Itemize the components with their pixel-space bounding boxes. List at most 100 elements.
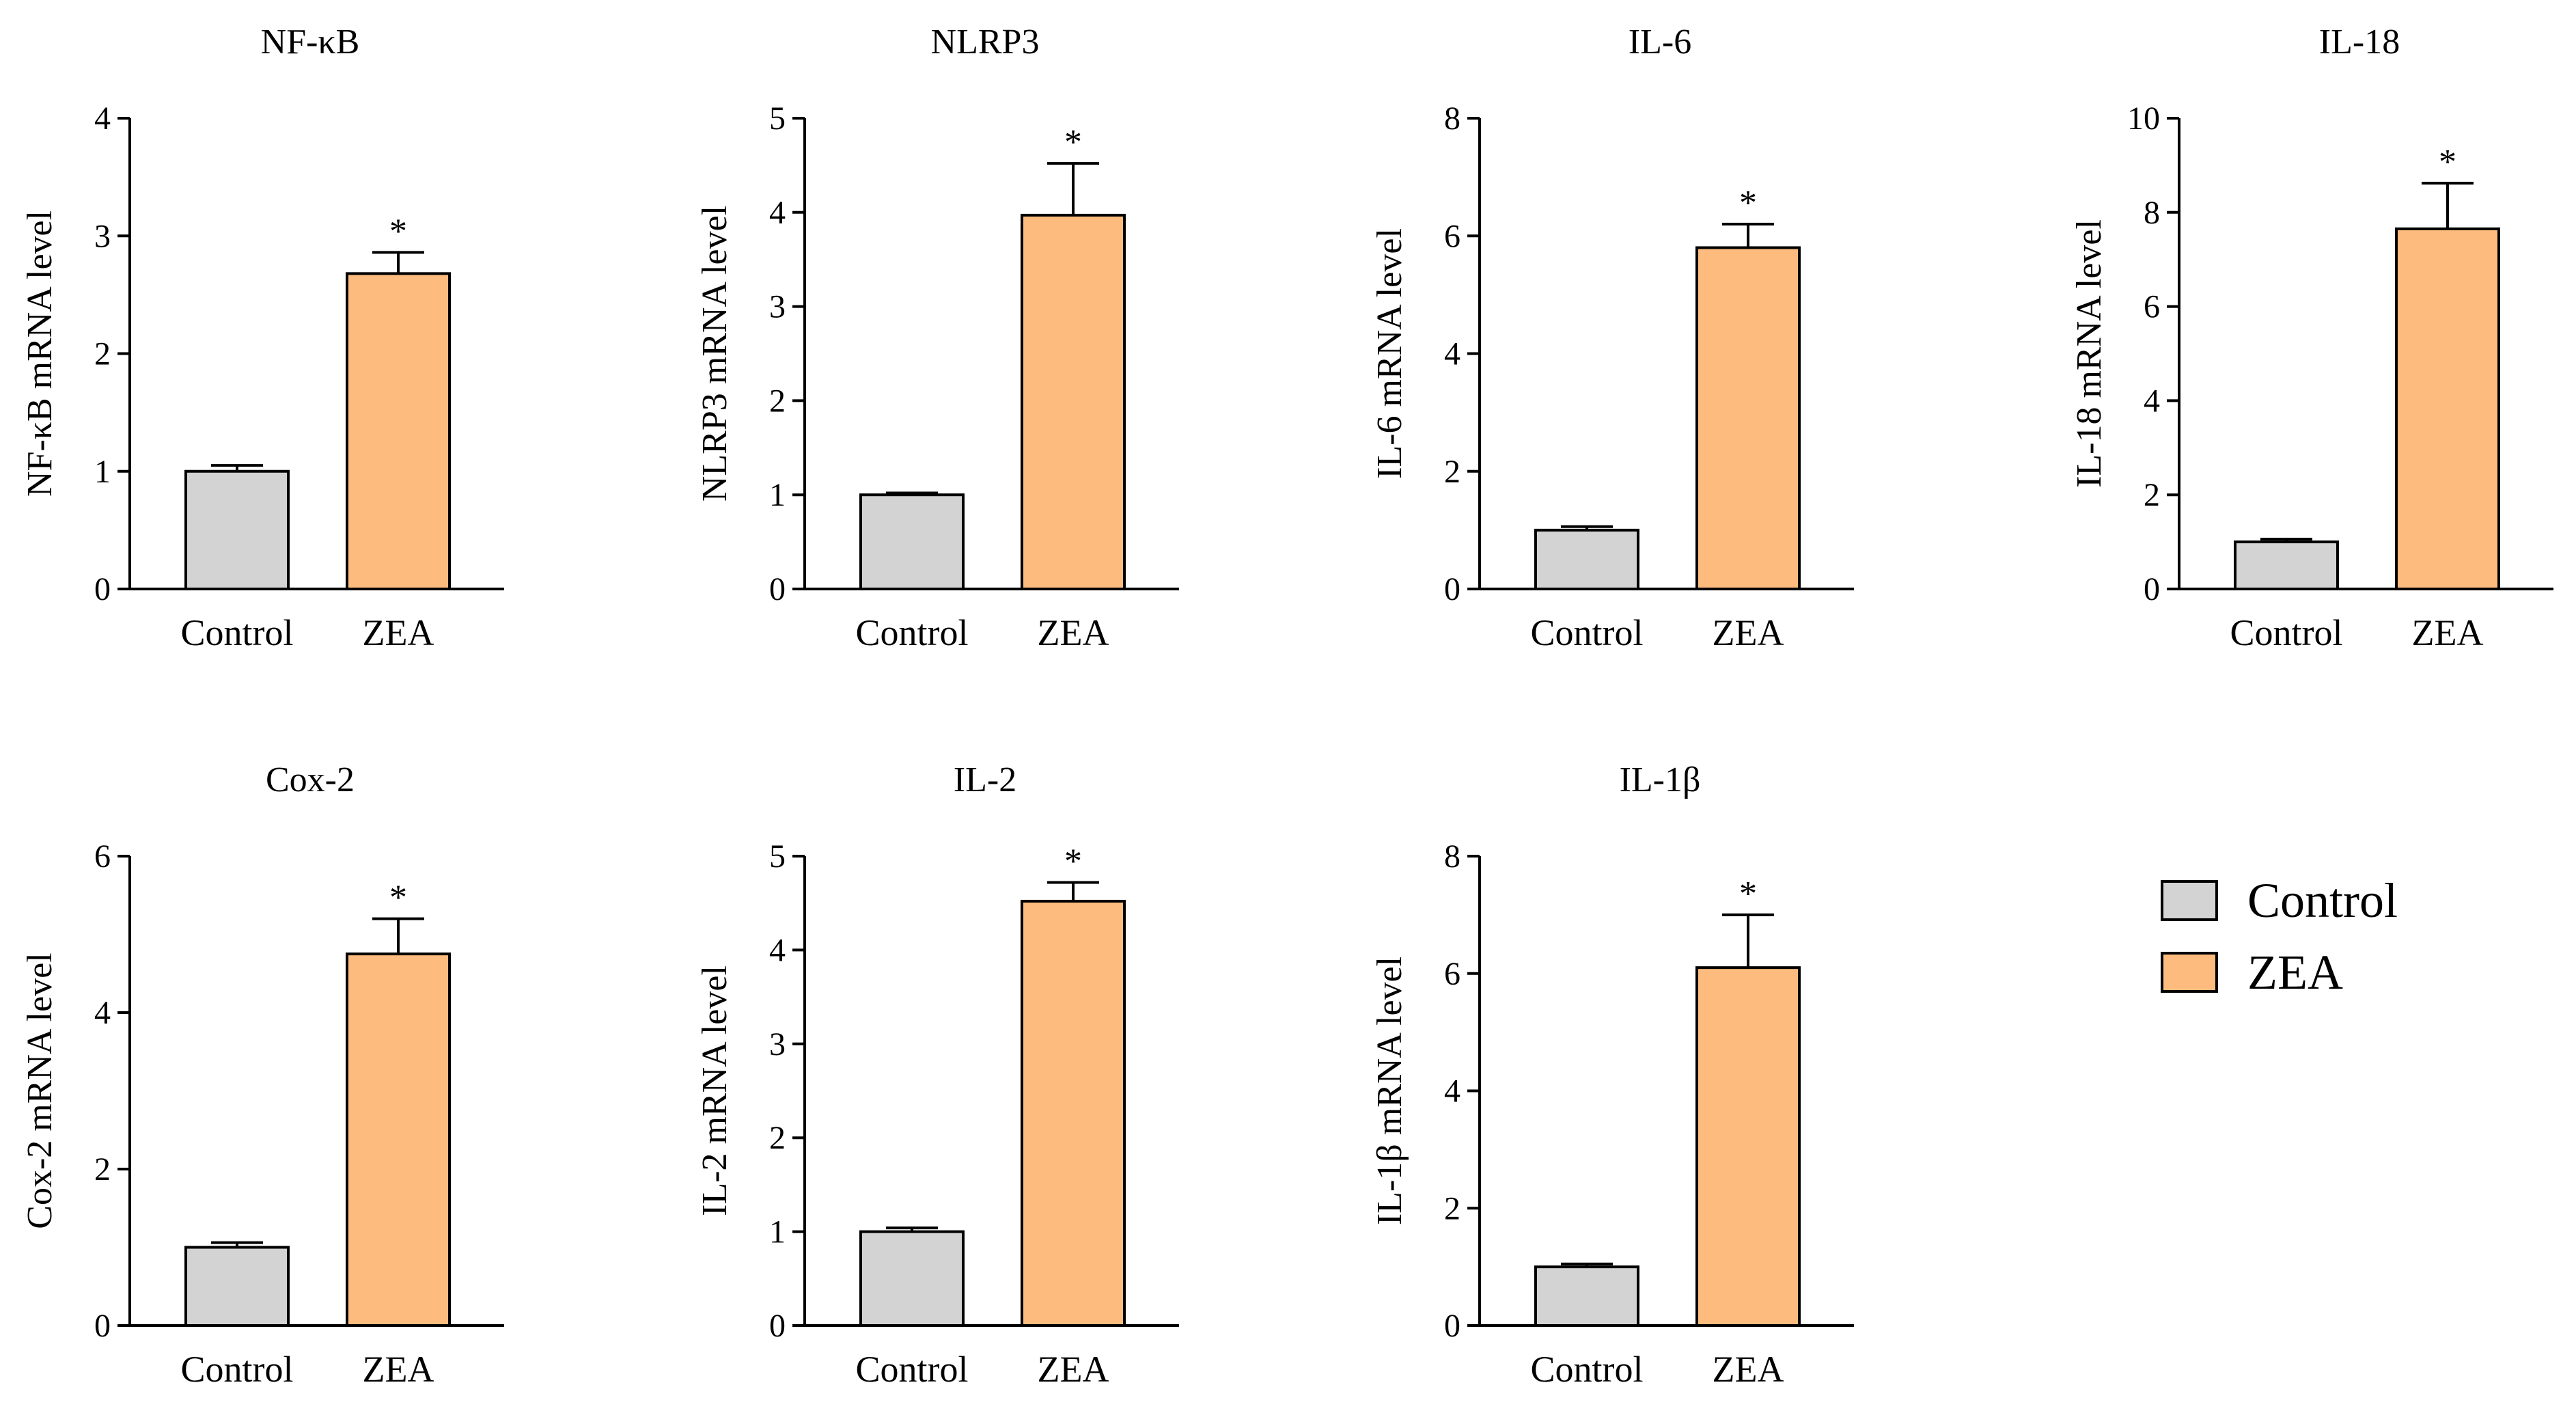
significance-marker: *: [389, 879, 407, 918]
y-tick-label: 0: [94, 571, 111, 607]
chart-title: IL-2: [954, 760, 1016, 799]
y-tick-label: 4: [769, 195, 786, 231]
chart-panel-6: IL-1β 0 2 4 6 8 IL-1β mRNA level Control * ZEA: [1370, 760, 1854, 1390]
chart-panel-1: NLRP3 0 1 2 3 4 5 NLRP3 mRNA level Control * ZEA: [695, 23, 1179, 653]
significance-marker: *: [1064, 123, 1082, 162]
x-category-label: Control: [855, 612, 968, 653]
chart-panel-0: NF-κB 0 1 2 3 4 NF-κB mRNA level Control * ZEA: [20, 23, 504, 653]
bar-zea: [1695, 246, 1801, 590]
chart-panel-4: Cox-2 0 2 4 6 Cox-2 mRNA level Control * ZEA: [20, 760, 504, 1390]
y-tick-label: 0: [769, 1308, 786, 1344]
bar-control: [859, 1230, 965, 1327]
x-category-label: ZEA: [1713, 1349, 1784, 1390]
chart-title: IL-18: [2319, 23, 2400, 61]
y-tick-label: 5: [769, 838, 786, 875]
y-tick-label: 0: [1444, 571, 1460, 607]
y-tick-label: 2: [94, 1151, 111, 1188]
x-category-label: ZEA: [2412, 612, 2484, 653]
chart-title: NLRP3: [931, 23, 1040, 61]
y-tick-label: 4: [94, 995, 111, 1031]
y-axis-label: NLRP3 mRNA level: [695, 206, 734, 502]
y-tick-label: 1: [769, 477, 786, 513]
legend-swatch-control: [2161, 880, 2218, 921]
significance-marker: *: [1739, 875, 1757, 914]
y-axis-label: Cox-2 mRNA level: [20, 952, 59, 1229]
x-category-label: Control: [180, 612, 293, 653]
significance-marker: *: [389, 212, 407, 251]
chart-title: IL-6: [1629, 23, 1691, 61]
legend-swatch-zea: [2161, 952, 2218, 993]
bar-zea: [1021, 213, 1126, 590]
x-category-label: ZEA: [363, 1349, 434, 1390]
bar-zea: [1695, 966, 1801, 1327]
chart-panel-2: IL-6 0 2 4 6 8 IL-6 mRNA level Control * ZEA: [1370, 23, 1854, 653]
y-tick-label: 4: [1444, 1073, 1460, 1110]
y-tick-label: 3: [769, 1026, 786, 1062]
y-axis-label: IL-2 mRNA level: [695, 965, 734, 1216]
y-tick-label: 4: [769, 932, 786, 968]
bar-control: [1534, 528, 1639, 590]
y-tick-label: 1: [94, 454, 111, 490]
y-axis-label: NF-κB mRNA level: [20, 210, 59, 497]
y-tick-label: 6: [1444, 956, 1460, 992]
y-tick-label: 8: [1444, 100, 1460, 137]
y-tick-label: 2: [2144, 477, 2160, 513]
y-tick-label: 8: [1444, 838, 1460, 875]
y-tick-label: 2: [1444, 1190, 1460, 1226]
y-tick-label: 4: [1444, 336, 1460, 372]
chart-title: NF-κB: [261, 23, 360, 61]
x-category-label: Control: [2230, 612, 2342, 653]
legend: Control ZEA: [2161, 873, 2398, 1000]
y-tick-label: 0: [1444, 1308, 1460, 1344]
y-tick-label: 1: [769, 1214, 786, 1250]
x-category-label: Control: [1530, 612, 1643, 653]
y-axis-label: IL-18 mRNA level: [2070, 219, 2109, 488]
y-tick-label: 4: [2144, 383, 2160, 419]
y-tick-label: 3: [94, 218, 111, 254]
y-tick-label: 6: [2144, 289, 2160, 325]
y-tick-label: 10: [2127, 100, 2160, 137]
x-category-label: ZEA: [1713, 612, 1784, 653]
y-axis-label: IL-6 mRNA level: [1370, 228, 1409, 479]
y-tick-label: 0: [2144, 571, 2160, 607]
y-tick-label: 0: [769, 571, 786, 607]
chart-title: IL-1β: [1620, 760, 1701, 799]
x-category-label: ZEA: [1038, 1349, 1109, 1390]
bar-control: [2234, 540, 2339, 590]
significance-marker: *: [1739, 184, 1757, 223]
y-tick-label: 5: [769, 100, 786, 137]
y-tick-label: 6: [1444, 218, 1460, 254]
x-category-label: Control: [180, 1349, 293, 1390]
chart-panel-3: IL-18 0 2 4 6 8 10 IL-18 mRNA level Control * ZEA: [2070, 23, 2553, 653]
x-category-label: ZEA: [363, 612, 434, 653]
bar-control: [184, 469, 290, 590]
y-tick-label: 8: [2144, 195, 2160, 231]
chart-title: Cox-2: [266, 760, 355, 799]
chart-panel-5: IL-2 0 1 2 3 4 5 IL-2 mRNA level Control * ZEA: [695, 760, 1179, 1390]
y-tick-label: 2: [769, 1120, 786, 1156]
y-tick-label: 6: [94, 838, 111, 875]
bar-control: [859, 493, 965, 591]
bar-zea: [2395, 227, 2500, 591]
bar-zea: [346, 952, 451, 1327]
legend-label-control: Control: [2247, 873, 2398, 928]
bar-zea: [1021, 899, 1126, 1327]
y-tick-label: 2: [1444, 454, 1460, 490]
y-tick-label: 0: [94, 1308, 111, 1344]
bar-control: [184, 1246, 290, 1327]
significance-marker: *: [1064, 842, 1082, 881]
y-tick-label: 3: [769, 289, 786, 325]
y-tick-label: 2: [94, 336, 111, 372]
x-category-label: Control: [855, 1349, 968, 1390]
bar-control: [1534, 1265, 1639, 1327]
significance-marker: *: [2439, 143, 2456, 182]
x-category-label: Control: [1530, 1349, 1643, 1390]
y-axis-label: IL-1β mRNA level: [1370, 957, 1409, 1225]
bar-zea: [346, 272, 451, 590]
y-tick-label: 2: [769, 383, 786, 419]
legend-label-zea: ZEA: [2247, 945, 2343, 1000]
x-category-label: ZEA: [1038, 612, 1109, 653]
y-tick-label: 4: [94, 100, 111, 137]
